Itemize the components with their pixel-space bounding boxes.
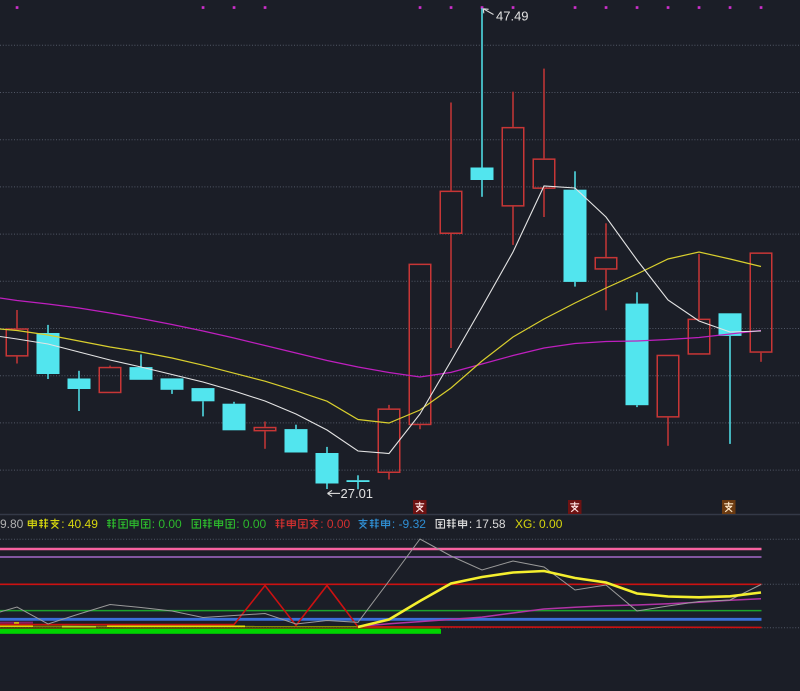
svg-text:: 17.58: : 17.58	[469, 517, 506, 531]
svg-text:: -9.32: : -9.32	[392, 517, 426, 531]
svg-text:: 0.00: : 0.00	[236, 517, 266, 531]
svg-text:: 0.00: : 0.00	[152, 517, 182, 531]
svg-text:: 0.00: : 0.00	[320, 517, 350, 531]
svg-text:XG: 0.00: XG: 0.00	[515, 517, 563, 531]
svg-text:9.80: 9.80	[0, 517, 24, 531]
svg-text:27.01: 27.01	[341, 486, 374, 501]
svg-text:47.49: 47.49	[496, 9, 529, 24]
svg-text:: 40.49: : 40.49	[61, 517, 98, 531]
